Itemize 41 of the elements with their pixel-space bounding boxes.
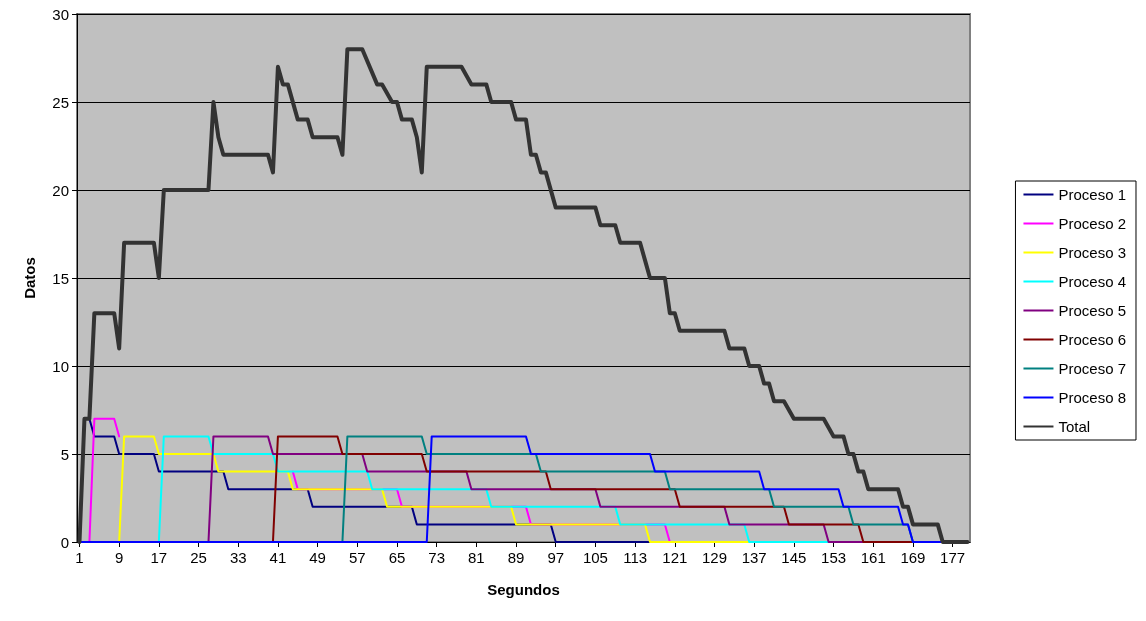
y-tick-label: 0 (60, 533, 69, 551)
x-tick-label: 65 (388, 549, 406, 566)
x-tick-label: 1 (75, 549, 84, 566)
x-tick-label: 25 (190, 549, 207, 566)
y-axis-title: Datos (21, 257, 38, 299)
legend-label: Proceso 3 (1058, 244, 1127, 261)
x-tick-label: 105 (582, 549, 608, 566)
x-tick-label: 113 (623, 549, 648, 566)
y-tick-label: 20 (52, 181, 69, 199)
x-tick-label: 97 (547, 549, 565, 566)
x-tick-label: 81 (468, 549, 485, 566)
x-tick-label: 153 (821, 549, 847, 566)
x-tick-label: 129 (701, 549, 728, 566)
x-tick-label: 49 (309, 549, 326, 566)
x-tick-label: 169 (900, 549, 926, 566)
x-tick-label: 33 (229, 549, 247, 566)
x-tick-label: 145 (781, 549, 807, 566)
y-tick-label: 25 (52, 93, 69, 111)
legend-label: Proceso 4 (1058, 273, 1127, 290)
y-tick-label: 30 (52, 5, 69, 23)
x-tick-label: 73 (428, 549, 446, 566)
x-tick-label: 161 (860, 549, 886, 566)
x-tick-label: 177 (940, 549, 966, 566)
legend-label: Total (1058, 418, 1091, 435)
x-axis-title: Segundos (487, 581, 560, 598)
x-tick-label: 121 (662, 549, 688, 566)
legend-label: Proceso 2 (1058, 215, 1127, 232)
x-tick-label: 41 (269, 549, 287, 566)
y-tick-label: 15 (52, 269, 69, 287)
legend-label: Proceso 5 (1058, 302, 1127, 319)
legend-label: Proceso 7 (1058, 360, 1127, 377)
x-tick-label: 89 (507, 549, 525, 566)
x-tick-label: 9 (115, 549, 124, 566)
legend-label: Proceso 8 (1058, 389, 1127, 406)
legend-label: Proceso 6 (1058, 331, 1127, 348)
y-tick-label: 10 (52, 357, 69, 375)
x-tick-label: 137 (741, 549, 767, 566)
x-tick-label: 17 (150, 549, 168, 566)
x-tick-label: 57 (348, 549, 366, 566)
y-tick-label: 5 (60, 445, 69, 463)
legend-label: Proceso 1 (1058, 186, 1127, 203)
